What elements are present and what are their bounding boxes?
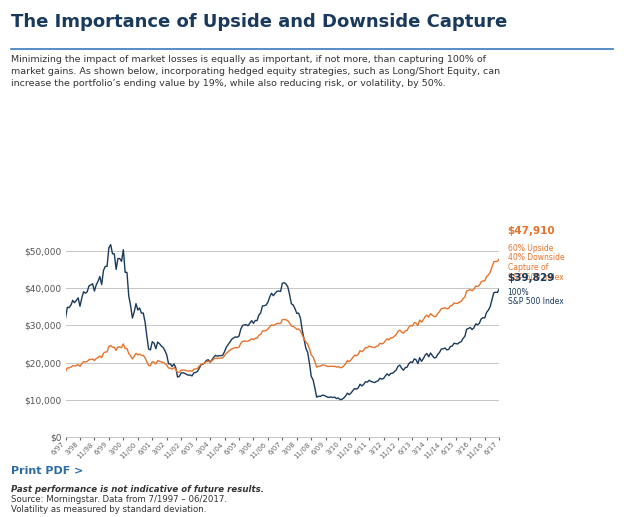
Text: Minimizing the impact of market losses is equally as important, if not more, tha: Minimizing the impact of market losses i…: [11, 55, 500, 88]
Text: Print PDF >: Print PDF >: [11, 466, 84, 476]
Text: Capture of: Capture of: [507, 263, 548, 272]
Text: $47,910: $47,910: [507, 226, 555, 236]
Text: 60% Upside: 60% Upside: [507, 244, 553, 253]
Text: Ending Value: Ending Value: [142, 209, 198, 218]
Text: 100%: 100%: [507, 287, 529, 297]
Text: The Importance of Upside and Downside Capture: The Importance of Upside and Downside Ca…: [11, 13, 507, 31]
Text: 40% Downside: 40% Downside: [507, 253, 564, 262]
Text: S&P 500 Index: S&P 500 Index: [507, 273, 563, 282]
Text: Increase in Portfolio’s: Increase in Portfolio’s: [142, 196, 234, 205]
Text: Volatility: Volatility: [309, 196, 346, 205]
Text: Reduction: Reduction: [309, 209, 353, 218]
Text: 19%: 19%: [77, 194, 134, 218]
Text: S&P 500 Index: S&P 500 Index: [507, 297, 563, 306]
Text: Past performance is not indicative of future results.: Past performance is not indicative of fu…: [11, 485, 264, 494]
Text: $39,829: $39,829: [507, 272, 555, 283]
Text: Source: Morningstar. Data from 7/1997 – 06/2017.: Source: Morningstar. Data from 7/1997 – …: [11, 495, 227, 504]
Text: Volatility as measured by standard deviation.: Volatility as measured by standard devia…: [11, 505, 207, 513]
Text: 50%: 50%: [248, 194, 305, 218]
